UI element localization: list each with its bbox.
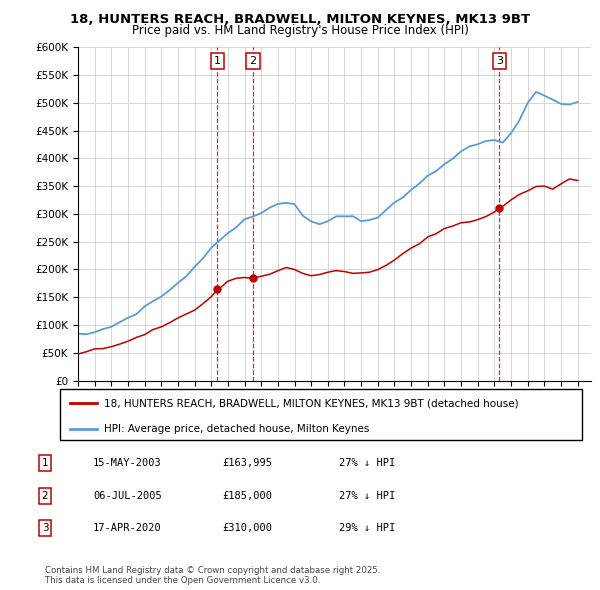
Text: 29% ↓ HPI: 29% ↓ HPI — [339, 523, 395, 533]
Text: 1: 1 — [41, 458, 49, 468]
Text: £310,000: £310,000 — [222, 523, 272, 533]
Text: 18, HUNTERS REACH, BRADWELL, MILTON KEYNES, MK13 9BT (detached house): 18, HUNTERS REACH, BRADWELL, MILTON KEYN… — [104, 398, 519, 408]
Text: 17-APR-2020: 17-APR-2020 — [93, 523, 162, 533]
Text: 3: 3 — [496, 56, 503, 66]
Text: 27% ↓ HPI: 27% ↓ HPI — [339, 458, 395, 468]
Text: 27% ↓ HPI: 27% ↓ HPI — [339, 491, 395, 500]
Text: Contains HM Land Registry data © Crown copyright and database right 2025.
This d: Contains HM Land Registry data © Crown c… — [45, 566, 380, 585]
FancyBboxPatch shape — [60, 389, 582, 440]
Text: 2: 2 — [41, 491, 49, 500]
Text: HPI: Average price, detached house, Milton Keynes: HPI: Average price, detached house, Milt… — [104, 424, 370, 434]
Text: 3: 3 — [41, 523, 49, 533]
Text: £163,995: £163,995 — [222, 458, 272, 468]
Text: 18, HUNTERS REACH, BRADWELL, MILTON KEYNES, MK13 9BT: 18, HUNTERS REACH, BRADWELL, MILTON KEYN… — [70, 13, 530, 26]
Text: 2: 2 — [250, 56, 257, 66]
Text: Price paid vs. HM Land Registry's House Price Index (HPI): Price paid vs. HM Land Registry's House … — [131, 24, 469, 37]
Text: 15-MAY-2003: 15-MAY-2003 — [93, 458, 162, 468]
Text: 1: 1 — [214, 56, 221, 66]
Text: 06-JUL-2005: 06-JUL-2005 — [93, 491, 162, 500]
Text: £185,000: £185,000 — [222, 491, 272, 500]
